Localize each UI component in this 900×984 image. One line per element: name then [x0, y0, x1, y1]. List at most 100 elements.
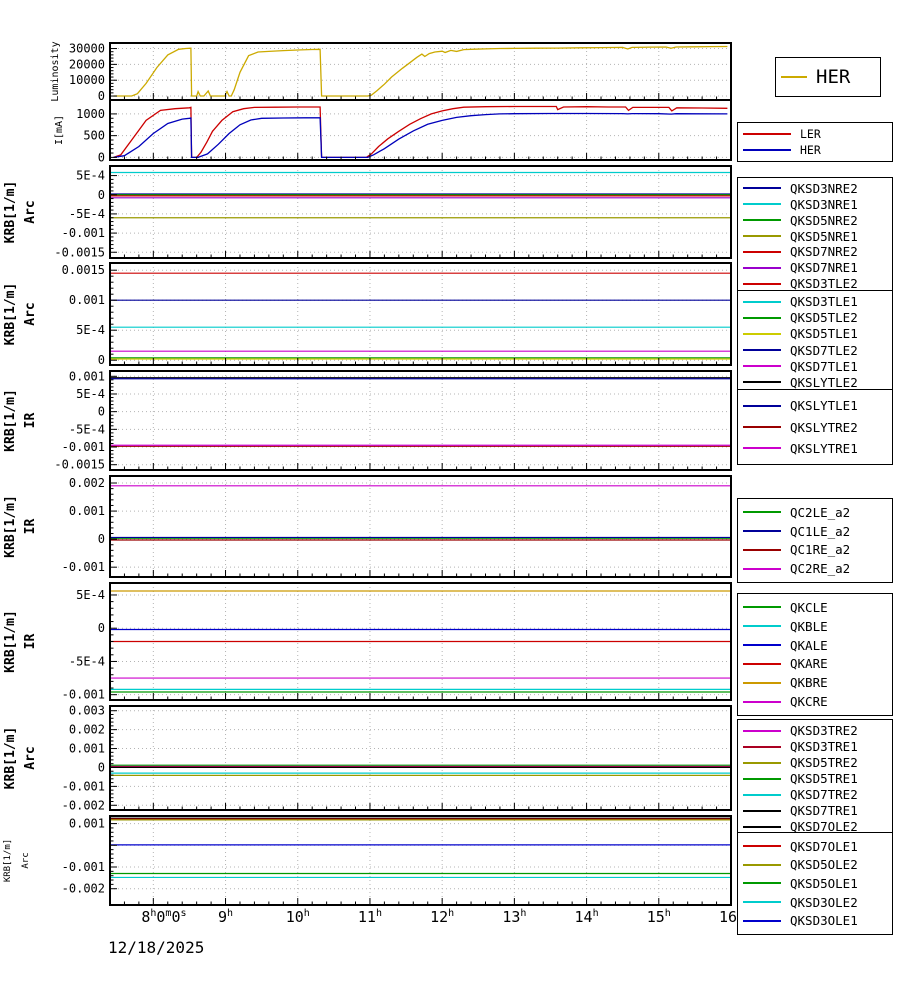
y-tick-label: -0.0015 [54, 245, 105, 259]
legend-entry: QKSD3TLE2 [738, 276, 892, 291]
legend-entry: QKSD5NRE2 [738, 213, 892, 228]
y-tick-label: 0.001 [69, 817, 105, 831]
legend-line-sample [743, 250, 781, 253]
y-tick-label: 0.001 [69, 293, 105, 307]
legend-label: QKSD5OLE2 [790, 857, 858, 873]
panel-frame [109, 705, 732, 811]
series-HER [113, 112, 728, 159]
legend-entry: QKSD7TLE1 [738, 359, 892, 374]
series-lines [111, 485, 730, 541]
axis-ticks [110, 482, 718, 577]
legend-label: QKSD7TRE1 [790, 803, 858, 818]
legend-label: QKBLE [790, 618, 828, 634]
gridlines [110, 166, 732, 258]
legend-line-sample [743, 793, 781, 796]
legend-label: QKSLYTRE2 [790, 419, 858, 435]
legend-entry: QC2RE_a2 [738, 561, 892, 576]
y-axis-title: Luminosity [50, 41, 61, 101]
y-tick-label: -0.001 [62, 226, 105, 240]
legend-line-sample [743, 809, 781, 812]
gridlines [110, 476, 732, 577]
y-tick-label: 20000 [69, 57, 105, 71]
y-axis-subtitle: IR [23, 413, 38, 429]
legend-entry: QKSLYTRE2 [738, 420, 892, 435]
legend-label: QKSD5NRE1 [790, 228, 858, 244]
legend-entry: QKSD7OLE2 [738, 819, 892, 834]
y-tick-label: -5E-4 [69, 654, 105, 668]
y-tick-label: 5E-4 [76, 323, 105, 337]
y-axis-title: I[mA] [54, 115, 65, 145]
y-tick-label: 0 [98, 89, 105, 103]
panel-krb-arc-tre: 0.003 0.002 0.001 0 -0.001 -0.002 KRB[1/m] Arc [3, 704, 732, 812]
y-tick-label: 0.002 [69, 723, 105, 737]
series-lines [113, 105, 728, 159]
y-tick-label: 0.003 [69, 704, 105, 718]
y-tick-label: 0.0015 [62, 263, 105, 277]
y-axis-title: KRB[1/m] [3, 610, 18, 673]
legend-entry: QKSD7NRE2 [738, 244, 892, 259]
y-tick-label: 0 [98, 150, 105, 164]
y-tick-label: 5E-4 [76, 169, 105, 183]
legend-label: QKSD7NRE2 [790, 244, 858, 260]
panel-krb-arc-nre: 5E-4 0 -5E-4 -0.001 -0.0015 KRB[1/m] Arc [3, 165, 732, 259]
series-lines [111, 817, 730, 879]
legend-entry: QKSD7NRE1 [738, 260, 892, 275]
legend-label: QKARE [790, 656, 828, 672]
legend-line-sample [743, 316, 781, 319]
legend-line-sample [743, 745, 781, 748]
chart-krb-ir-sly: 0.001 5E-4 0 -5E-4 -0.001 -0.0015 KRB[1/m] IR [3, 369, 732, 472]
legend-entry: QC1LE_a2 [738, 524, 892, 539]
y-axis-subtitle: Arc [21, 852, 31, 868]
legend-line-sample [743, 777, 781, 780]
legend-entry: QC2LE_a2 [738, 505, 892, 520]
legend-entry: QKSD7OLE1 [738, 839, 892, 854]
legend-box: QKCLE QKBLE QKALE QKARE QKBRE QKCRE [737, 593, 893, 716]
legend-line-sample [743, 625, 781, 628]
legend-line-sample [781, 76, 807, 78]
legend-entry: QKSD3NRE2 [738, 181, 892, 196]
y-tick-label: -5E-4 [69, 422, 105, 436]
legend-label: QC1RE_a2 [790, 542, 851, 558]
legend-label: QKSD3TRE2 [790, 723, 858, 738]
series-HER [113, 45, 728, 97]
legend-label: LER [800, 127, 821, 141]
legend-entry: LER [738, 127, 892, 141]
legend-label: QKSD3TLE2 [790, 276, 858, 292]
legend-line-sample [743, 447, 781, 450]
y-tick-label: 5E-4 [76, 588, 105, 602]
legend-label: QKSD3OLE1 [790, 913, 858, 929]
legend-line-sample [743, 901, 781, 904]
date-label: 12/18/2025 [108, 938, 205, 957]
legend-line-sample [743, 203, 781, 206]
gridlines [110, 371, 732, 470]
axis-ticks [110, 710, 718, 810]
legend-line-sample [743, 219, 781, 222]
panel-krb-ir-qc: 0.002 0.001 0 -0.001 KRB[1/m] IR [3, 475, 732, 578]
axis-ticks [110, 375, 718, 470]
y-tick-label: -0.0015 [54, 458, 105, 472]
legend-label: QKSLYTLE2 [790, 374, 858, 390]
legend-label: QKSLYTLE1 [790, 398, 858, 414]
series-lines [111, 377, 730, 447]
legend-line-sample [743, 729, 781, 732]
y-tick-label: 0 [98, 760, 105, 774]
panel-frame [109, 42, 732, 101]
legend-entry: QKSD5TLE1 [738, 326, 892, 341]
legend-entry: QKCRE [738, 694, 892, 709]
y-axis-title: KRB[1/m] [3, 283, 18, 346]
y-tick-label: 0 [98, 621, 105, 635]
y-axis-title: KRB[1/m] [3, 839, 13, 882]
panel-frame [109, 815, 732, 906]
chart-krb-ir-qk: 5E-4 0 -5E-4 -0.001 KRB[1/m] IR [3, 582, 732, 702]
y-tick-label: 1000 [76, 107, 105, 121]
legend-entry: QKSD7TRE1 [738, 803, 892, 818]
legend-label: QKSD3TLE1 [790, 294, 858, 310]
legend-line-sample [743, 548, 781, 551]
axis-ticks [110, 594, 718, 700]
legend-box: QKSD3TRE2 QKSD3TRE1 QKSD5TRE2 QKSD5TRE1 QKSD… [737, 719, 893, 838]
y-tick-label: 0 [98, 405, 105, 419]
gridlines [110, 706, 732, 810]
legend-label: QC1LE_a2 [790, 523, 851, 539]
gridlines [110, 100, 732, 160]
